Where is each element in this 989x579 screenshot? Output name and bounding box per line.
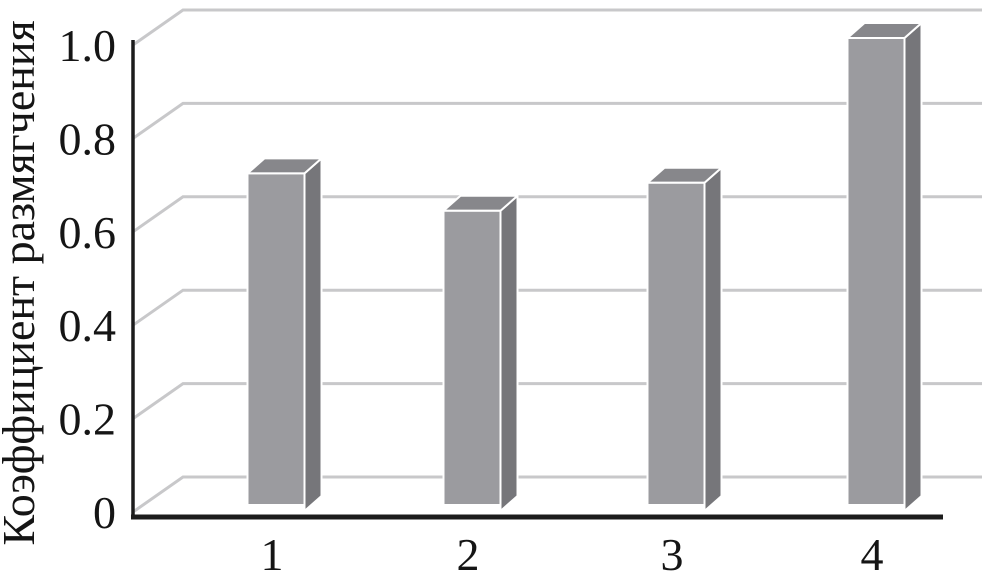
tick-labels-layer: 0 0.2 0.4 0.6 0.8 1.0: [59, 20, 117, 538]
x-category-label: 3: [661, 529, 684, 579]
y-tick-label: 0: [93, 487, 116, 538]
gridline: [132, 101, 982, 140]
bar-side-face: [703, 166, 723, 512]
x-category-label: 2: [457, 529, 480, 579]
y-tick-label: 0.4: [59, 300, 117, 351]
y-tick-label: 0.2: [59, 394, 117, 445]
category-labels-layer: 1 2 3 4: [261, 529, 884, 579]
bar-front-face: [846, 37, 906, 506]
x-category-label: 1: [261, 529, 284, 579]
x-category-label: 4: [861, 529, 884, 579]
bar: [846, 22, 923, 512]
bar-front-face: [442, 209, 502, 506]
bar-side-face: [903, 22, 923, 512]
y-axis-title: Коэффициент размягчения: [0, 20, 44, 545]
bars-layer: [246, 22, 923, 512]
bar: [442, 194, 519, 512]
bar-side-face: [499, 194, 519, 512]
bar: [246, 157, 323, 512]
y-tick-label: 0.8: [59, 113, 117, 164]
bar-front-face: [246, 172, 306, 506]
bar-front-face: [646, 181, 706, 507]
axes-layer: [131, 40, 943, 520]
y-tick-label: 0.6: [59, 207, 117, 258]
bar-side-face: [303, 157, 323, 512]
gridline: [132, 8, 982, 47]
bar: [646, 166, 723, 512]
y-tick-label: 1.0: [59, 20, 117, 71]
